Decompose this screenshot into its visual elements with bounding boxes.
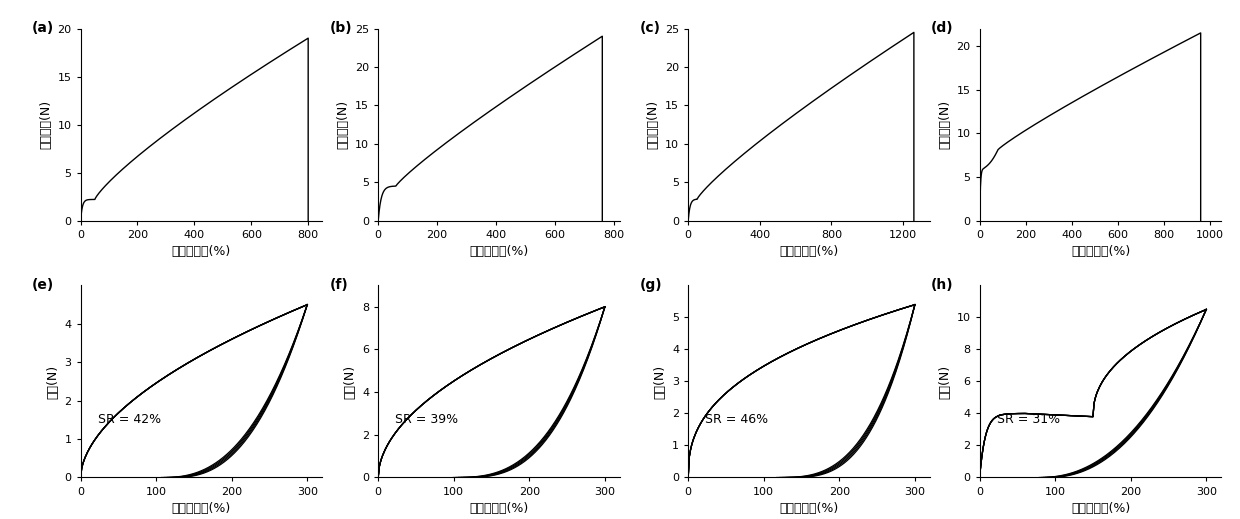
- Y-axis label: 断裂应力(N): 断裂应力(N): [336, 100, 350, 149]
- Text: SR = 39%: SR = 39%: [396, 413, 459, 427]
- Text: (h): (h): [931, 278, 954, 292]
- X-axis label: 断裂伸长率(%): 断裂伸长率(%): [172, 245, 231, 258]
- Y-axis label: 断裂应力(N): 断裂应力(N): [38, 100, 52, 149]
- Text: (f): (f): [330, 278, 348, 292]
- Text: (g): (g): [640, 278, 662, 292]
- X-axis label: 断裂伸长率(%): 断裂伸长率(%): [470, 245, 528, 258]
- Y-axis label: 断裂应力(N): 断裂应力(N): [937, 100, 951, 149]
- Y-axis label: 应力(N): 应力(N): [653, 364, 666, 399]
- Y-axis label: 应力(N): 应力(N): [343, 364, 356, 399]
- Text: (d): (d): [931, 21, 954, 35]
- Text: (a): (a): [32, 21, 55, 35]
- Text: (e): (e): [32, 278, 55, 292]
- Text: (c): (c): [640, 21, 661, 35]
- X-axis label: 弹性回复率(%): 弹性回复率(%): [1071, 502, 1130, 515]
- Y-axis label: 应力(N): 应力(N): [46, 364, 58, 399]
- X-axis label: 弹性回复率(%): 弹性回复率(%): [780, 502, 838, 515]
- Text: SR = 31%: SR = 31%: [997, 413, 1060, 427]
- X-axis label: 断裂伸长率(%): 断裂伸长率(%): [780, 245, 838, 258]
- Y-axis label: 断裂应力(N): 断裂应力(N): [646, 100, 660, 149]
- Text: SR = 42%: SR = 42%: [98, 413, 161, 427]
- Text: (b): (b): [330, 21, 352, 35]
- X-axis label: 断裂伸长率(%): 断裂伸长率(%): [1071, 245, 1130, 258]
- Text: SR = 46%: SR = 46%: [706, 413, 769, 427]
- X-axis label: 弹性回复率(%): 弹性回复率(%): [172, 502, 231, 515]
- X-axis label: 弹性回复率(%): 弹性回复率(%): [470, 502, 528, 515]
- Y-axis label: 应力(N): 应力(N): [937, 364, 951, 399]
